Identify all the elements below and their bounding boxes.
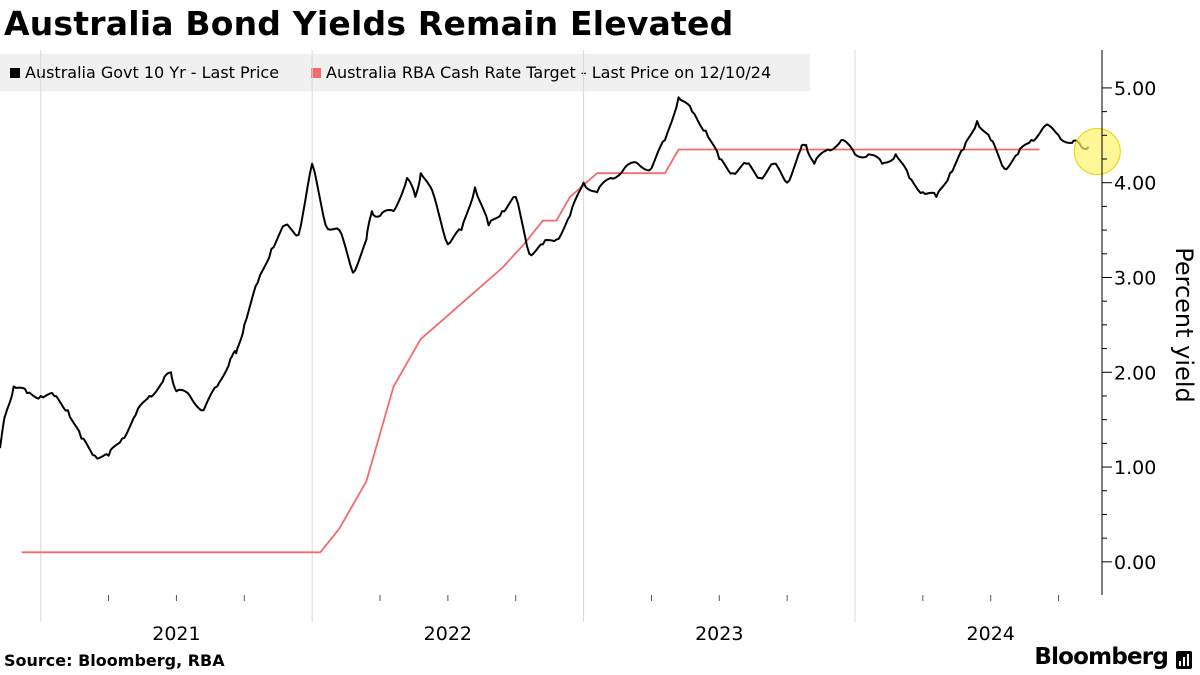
legend-item-cash-rate[interactable]: Australia RBA Cash Rate Target - Last Pr…	[311, 54, 771, 91]
legend-item-bond-yield[interactable]: Australia Govt 10 Yr - Last Price	[10, 54, 279, 91]
chart-title: Australia Bond Yields Remain Elevated	[4, 4, 734, 43]
y-tick-label: 0.00	[1114, 552, 1156, 574]
annotation-layer	[1073, 128, 1121, 176]
bloomberg-terminal-icon	[1176, 651, 1192, 669]
brand-wordmark: Bloomberg	[1034, 644, 1168, 670]
axis-layer: 2021 2022 2023 2024 0.00 1.00 2.00 3.00 4.00 5.00	[152, 50, 1156, 645]
y-tick-label: 2.00	[1114, 362, 1156, 384]
y-tick-label: 5.00	[1114, 78, 1156, 100]
source-note: Source: Bloomberg, RBA	[4, 651, 225, 670]
y-tick-label: 3.00	[1114, 267, 1156, 289]
x-tick-label: 2024	[967, 623, 1015, 645]
x-tick-label: 2021	[152, 623, 200, 645]
series-line-bond-yield	[0, 96, 1090, 460]
legend-label-cash-rate: Australia RBA Cash Rate Target - Last Pr…	[326, 63, 772, 82]
legend-label-bond-yield: Australia Govt 10 Yr - Last Price	[25, 63, 280, 82]
x-tick-label: 2022	[424, 623, 472, 645]
y-tick-label: 4.00	[1114, 173, 1156, 195]
grid-layer	[40, 50, 1060, 622]
latest-value-highlight	[1073, 128, 1121, 176]
y-tick-label: 1.00	[1114, 457, 1156, 479]
y-axis-label: Percent yield	[1170, 247, 1198, 402]
x-tick-label: 2023	[695, 623, 743, 645]
legend: Australia Govt 10 Yr - Last Price Austra…	[0, 54, 810, 91]
legend-swatch-cash-rate	[311, 67, 321, 78]
series-line-cash-rate	[21, 148, 1040, 554]
series-layer	[0, 96, 1090, 554]
legend-swatch-bond-yield	[10, 67, 20, 78]
